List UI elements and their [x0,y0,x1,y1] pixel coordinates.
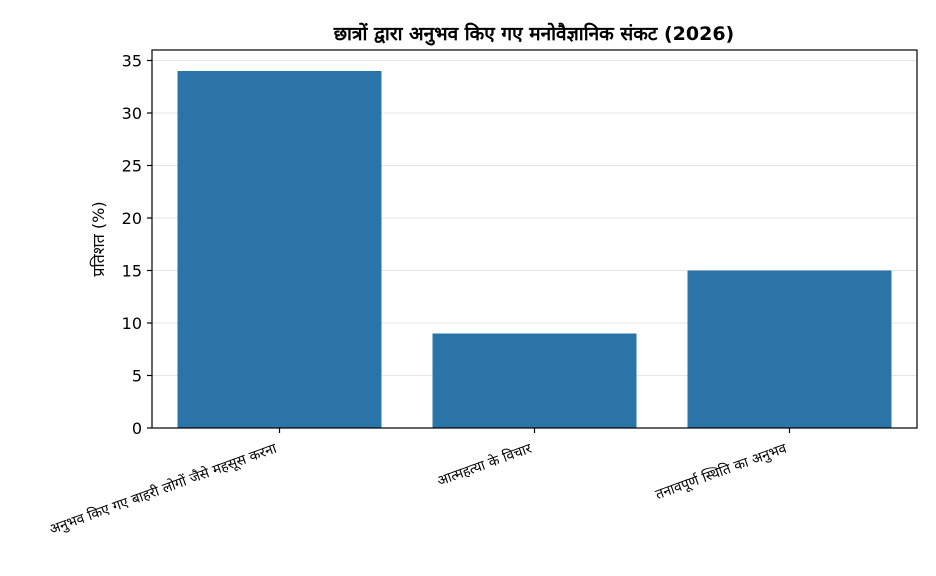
y-tick-label: 10 [122,314,142,333]
bars [177,71,892,428]
bar [432,333,637,428]
x-category-label: तनावपूर्ण स्थिति का अनुभव [653,440,789,503]
chart-title: छात्रों द्वारा अनुभव किए गए मनोवैज्ञानिक… [333,22,735,46]
y-tick-label: 35 [122,52,142,71]
y-axis-label: प्रतिशत (%) [89,201,108,276]
bar [177,71,382,428]
x-category-label: आत्महत्या के विचार [435,440,534,490]
y-tick-label: 30 [122,104,142,123]
y-tick-label: 0 [132,419,142,438]
bar [687,270,892,428]
y-tick-label: 15 [122,262,142,281]
x-category-label: अनुभव किए गए बाहरी लोगों जैसे महसूस करना [47,440,279,538]
y-tick-label: 20 [122,209,142,228]
y-tick-label: 25 [122,157,142,176]
y-tick-label: 5 [132,367,142,386]
